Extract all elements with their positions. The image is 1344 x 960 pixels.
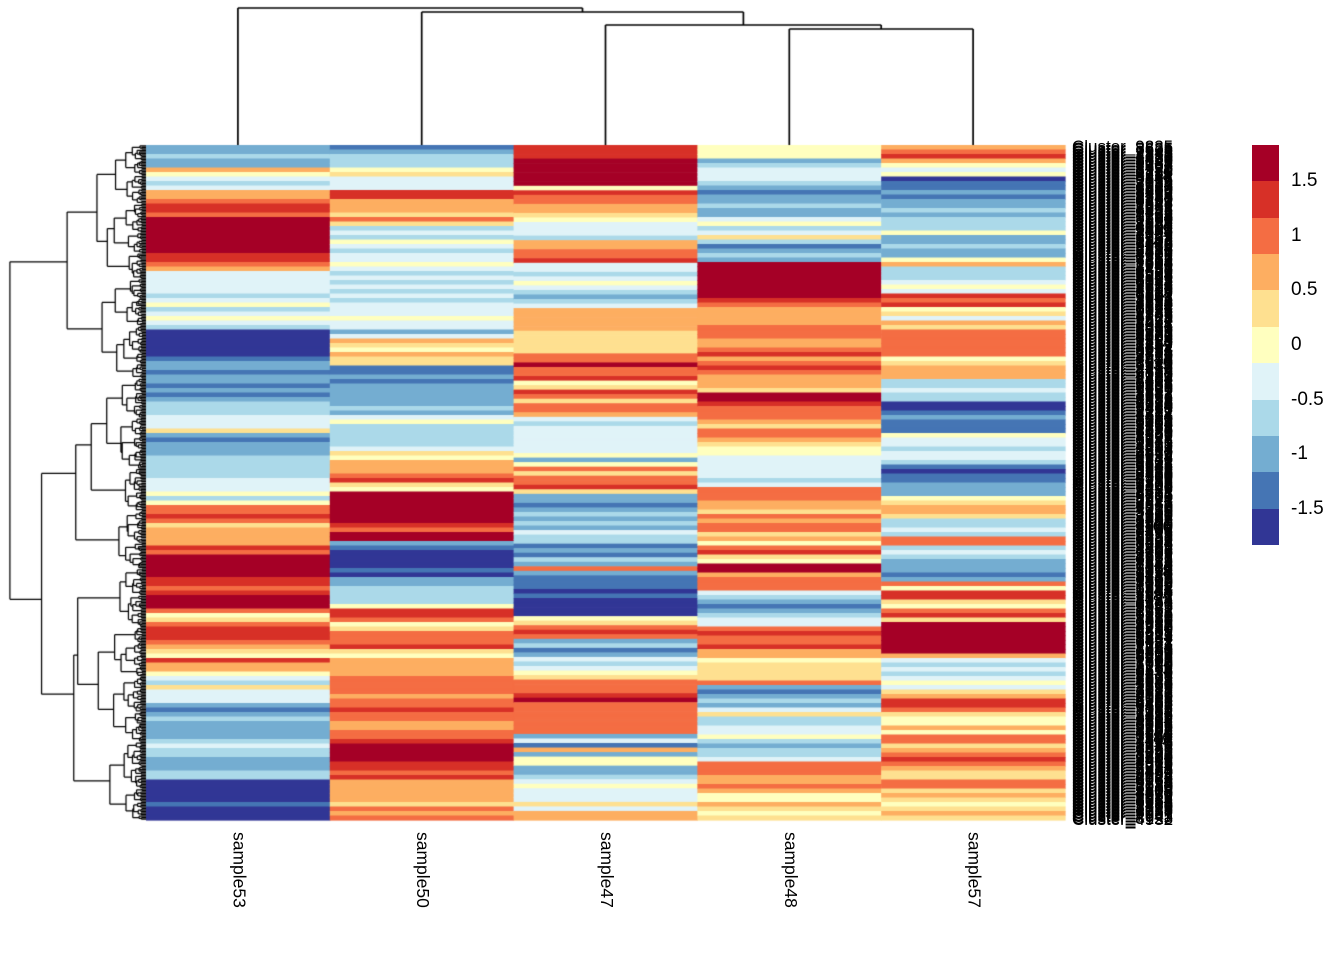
column-label: sample50 <box>413 832 434 908</box>
legend-tick-label: -1 <box>1291 443 1308 465</box>
legend-tick-label: 1.5 <box>1291 170 1318 192</box>
legend-color-block <box>1252 435 1279 473</box>
legend-color-block <box>1252 363 1279 400</box>
legend-color-block <box>1252 217 1279 255</box>
column-label: sample47 <box>597 832 617 908</box>
legend-color-block <box>1252 145 1279 182</box>
legend-color-block <box>1252 508 1279 545</box>
legend-color-block <box>1252 254 1279 291</box>
color-scale-legend: 1.5 1 0.5 0 -0.5 -1 -1.5 <box>1252 145 1344 565</box>
legend-tick-label: 1 <box>1291 224 1302 246</box>
legend-color-block <box>1252 399 1279 436</box>
legend-tick-label: 0.5 <box>1291 279 1318 301</box>
legend-tick-label: -1.5 <box>1291 497 1324 519</box>
legend-color-block <box>1252 472 1279 509</box>
column-label: sample48 <box>780 832 801 908</box>
column-label: sample57 <box>964 832 985 908</box>
legend-tick-label: -0.5 <box>1291 388 1324 410</box>
legend-color-block <box>1252 326 1279 364</box>
legend-color-block <box>1252 181 1279 218</box>
column-label: sample53 <box>229 832 250 908</box>
legend-tick-label: 0 <box>1291 334 1302 355</box>
legend-colorbar <box>1252 145 1279 545</box>
legend-color-block <box>1252 290 1279 327</box>
